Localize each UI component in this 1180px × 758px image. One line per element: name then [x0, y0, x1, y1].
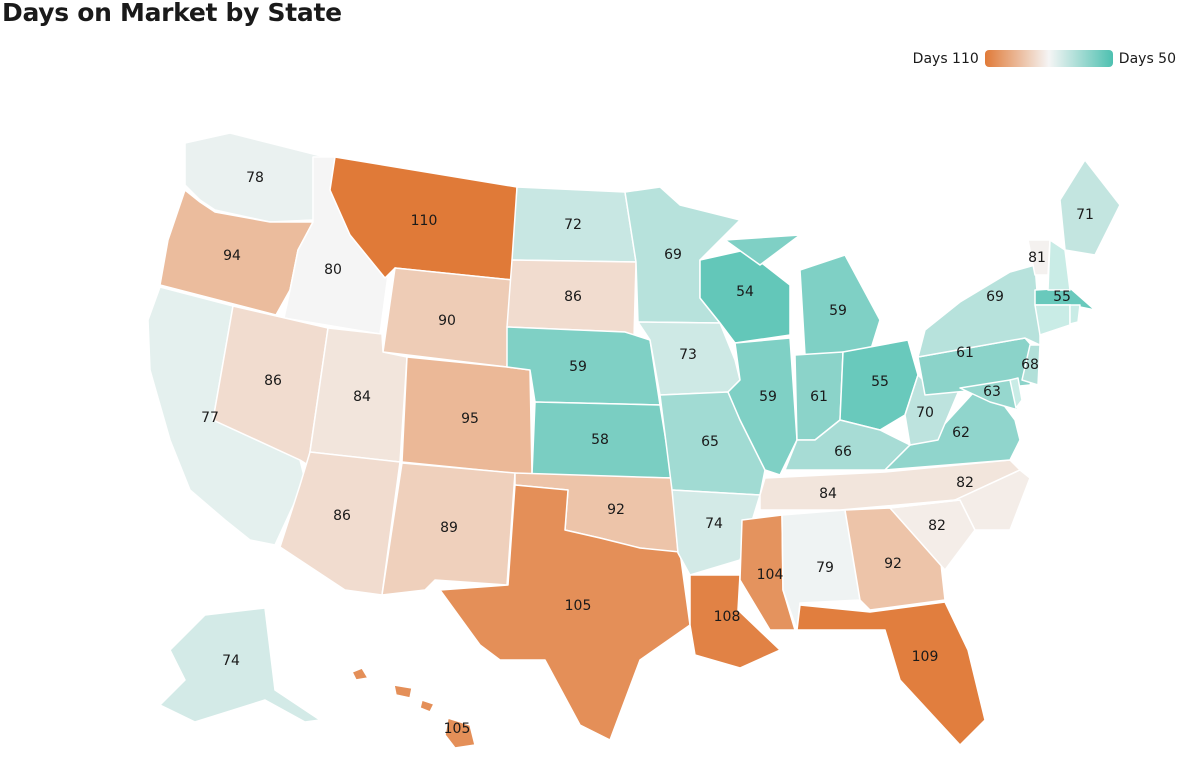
- state-ri: [1069, 304, 1081, 325]
- state-label-nd: 72: [564, 217, 582, 233]
- state-hi: [351, 667, 476, 749]
- state-de: [1009, 377, 1023, 409]
- state-label-ks: 58: [591, 432, 609, 448]
- state-label-ca: 77: [201, 410, 219, 426]
- state-label-pa: 61: [956, 345, 974, 361]
- color-legend: Days 110 Days 50: [913, 50, 1176, 67]
- state-il: [727, 337, 798, 476]
- state-label-mt: 110: [411, 213, 438, 229]
- state-label-in: 61: [810, 389, 828, 405]
- state-md: [959, 379, 1019, 411]
- state-label-ny: 69: [986, 289, 1004, 305]
- states-layer: [147, 132, 1121, 749]
- state-label-tn: 84: [819, 486, 837, 502]
- state-label-al: 79: [816, 560, 834, 576]
- labels-layer: 78 94 77 80 86 110 90 84 86 95 89 72 86 59 58 92 105 69 73…: [201, 170, 1094, 737]
- state-label-sd: 86: [564, 289, 582, 305]
- state-label-sc: 82: [928, 518, 946, 534]
- state-nj: [1021, 344, 1041, 386]
- state-label-nc: 82: [956, 475, 974, 491]
- state-nv: [212, 305, 329, 466]
- state-label-tx: 105: [565, 598, 592, 614]
- state-nc: [889, 469, 1031, 531]
- state-label-mn: 69: [664, 247, 682, 263]
- state-label-ne: 59: [569, 359, 587, 375]
- state-label-mi: 59: [829, 303, 847, 319]
- state-label-il: 59: [759, 389, 777, 405]
- state-ct: [1034, 304, 1071, 336]
- state-label-wa: 78: [246, 170, 264, 186]
- state-nh: [1047, 239, 1071, 291]
- state-label-nv: 86: [264, 373, 282, 389]
- state-label-ga: 92: [884, 556, 902, 572]
- state-label-id: 80: [324, 262, 342, 278]
- state-label-wi: 54: [736, 284, 754, 300]
- state-label-oh: 55: [871, 374, 889, 390]
- page-title: Days on Market by State: [2, 0, 342, 27]
- state-fl: [796, 601, 986, 746]
- state-label-mo: 65: [701, 434, 719, 450]
- state-label-me: 71: [1076, 207, 1094, 223]
- state-label-ok: 92: [607, 502, 625, 518]
- state-label-va: 62: [952, 425, 970, 441]
- state-label-hi: 105: [444, 721, 471, 737]
- state-az: [279, 451, 401, 596]
- state-label-nm: 89: [440, 520, 458, 536]
- state-label-nj: 68: [1021, 357, 1039, 373]
- state-label-wv: 70: [916, 405, 934, 421]
- state-label-ms: 104: [757, 567, 784, 583]
- state-label-vt: 81: [1028, 250, 1046, 266]
- state-label-fl: 109: [912, 649, 939, 665]
- state-label-ut: 84: [353, 389, 371, 405]
- state-label-ar: 74: [705, 516, 723, 532]
- state-me: [1059, 159, 1121, 256]
- state-ak: [159, 607, 321, 723]
- state-label-ky: 66: [834, 444, 852, 460]
- state-label-ia: 73: [679, 347, 697, 363]
- state-label-az: 86: [333, 508, 351, 524]
- state-label-or: 94: [223, 248, 241, 264]
- state-label-co: 95: [461, 411, 479, 427]
- state-label-md: 63: [983, 384, 1001, 400]
- state-tx: [439, 484, 691, 741]
- state-label-wy: 90: [438, 313, 456, 329]
- state-label-ma: 55: [1053, 289, 1071, 305]
- legend-max-label: Days 50: [1118, 50, 1176, 67]
- state-co: [401, 356, 533, 476]
- state-mi: [724, 234, 881, 356]
- state-label-ak: 74: [222, 653, 240, 669]
- legend-min-label: Days 110: [912, 50, 979, 67]
- state-label-la: 108: [714, 609, 741, 625]
- legend-gradient-bar: [984, 50, 1113, 67]
- state-ar: [671, 489, 761, 576]
